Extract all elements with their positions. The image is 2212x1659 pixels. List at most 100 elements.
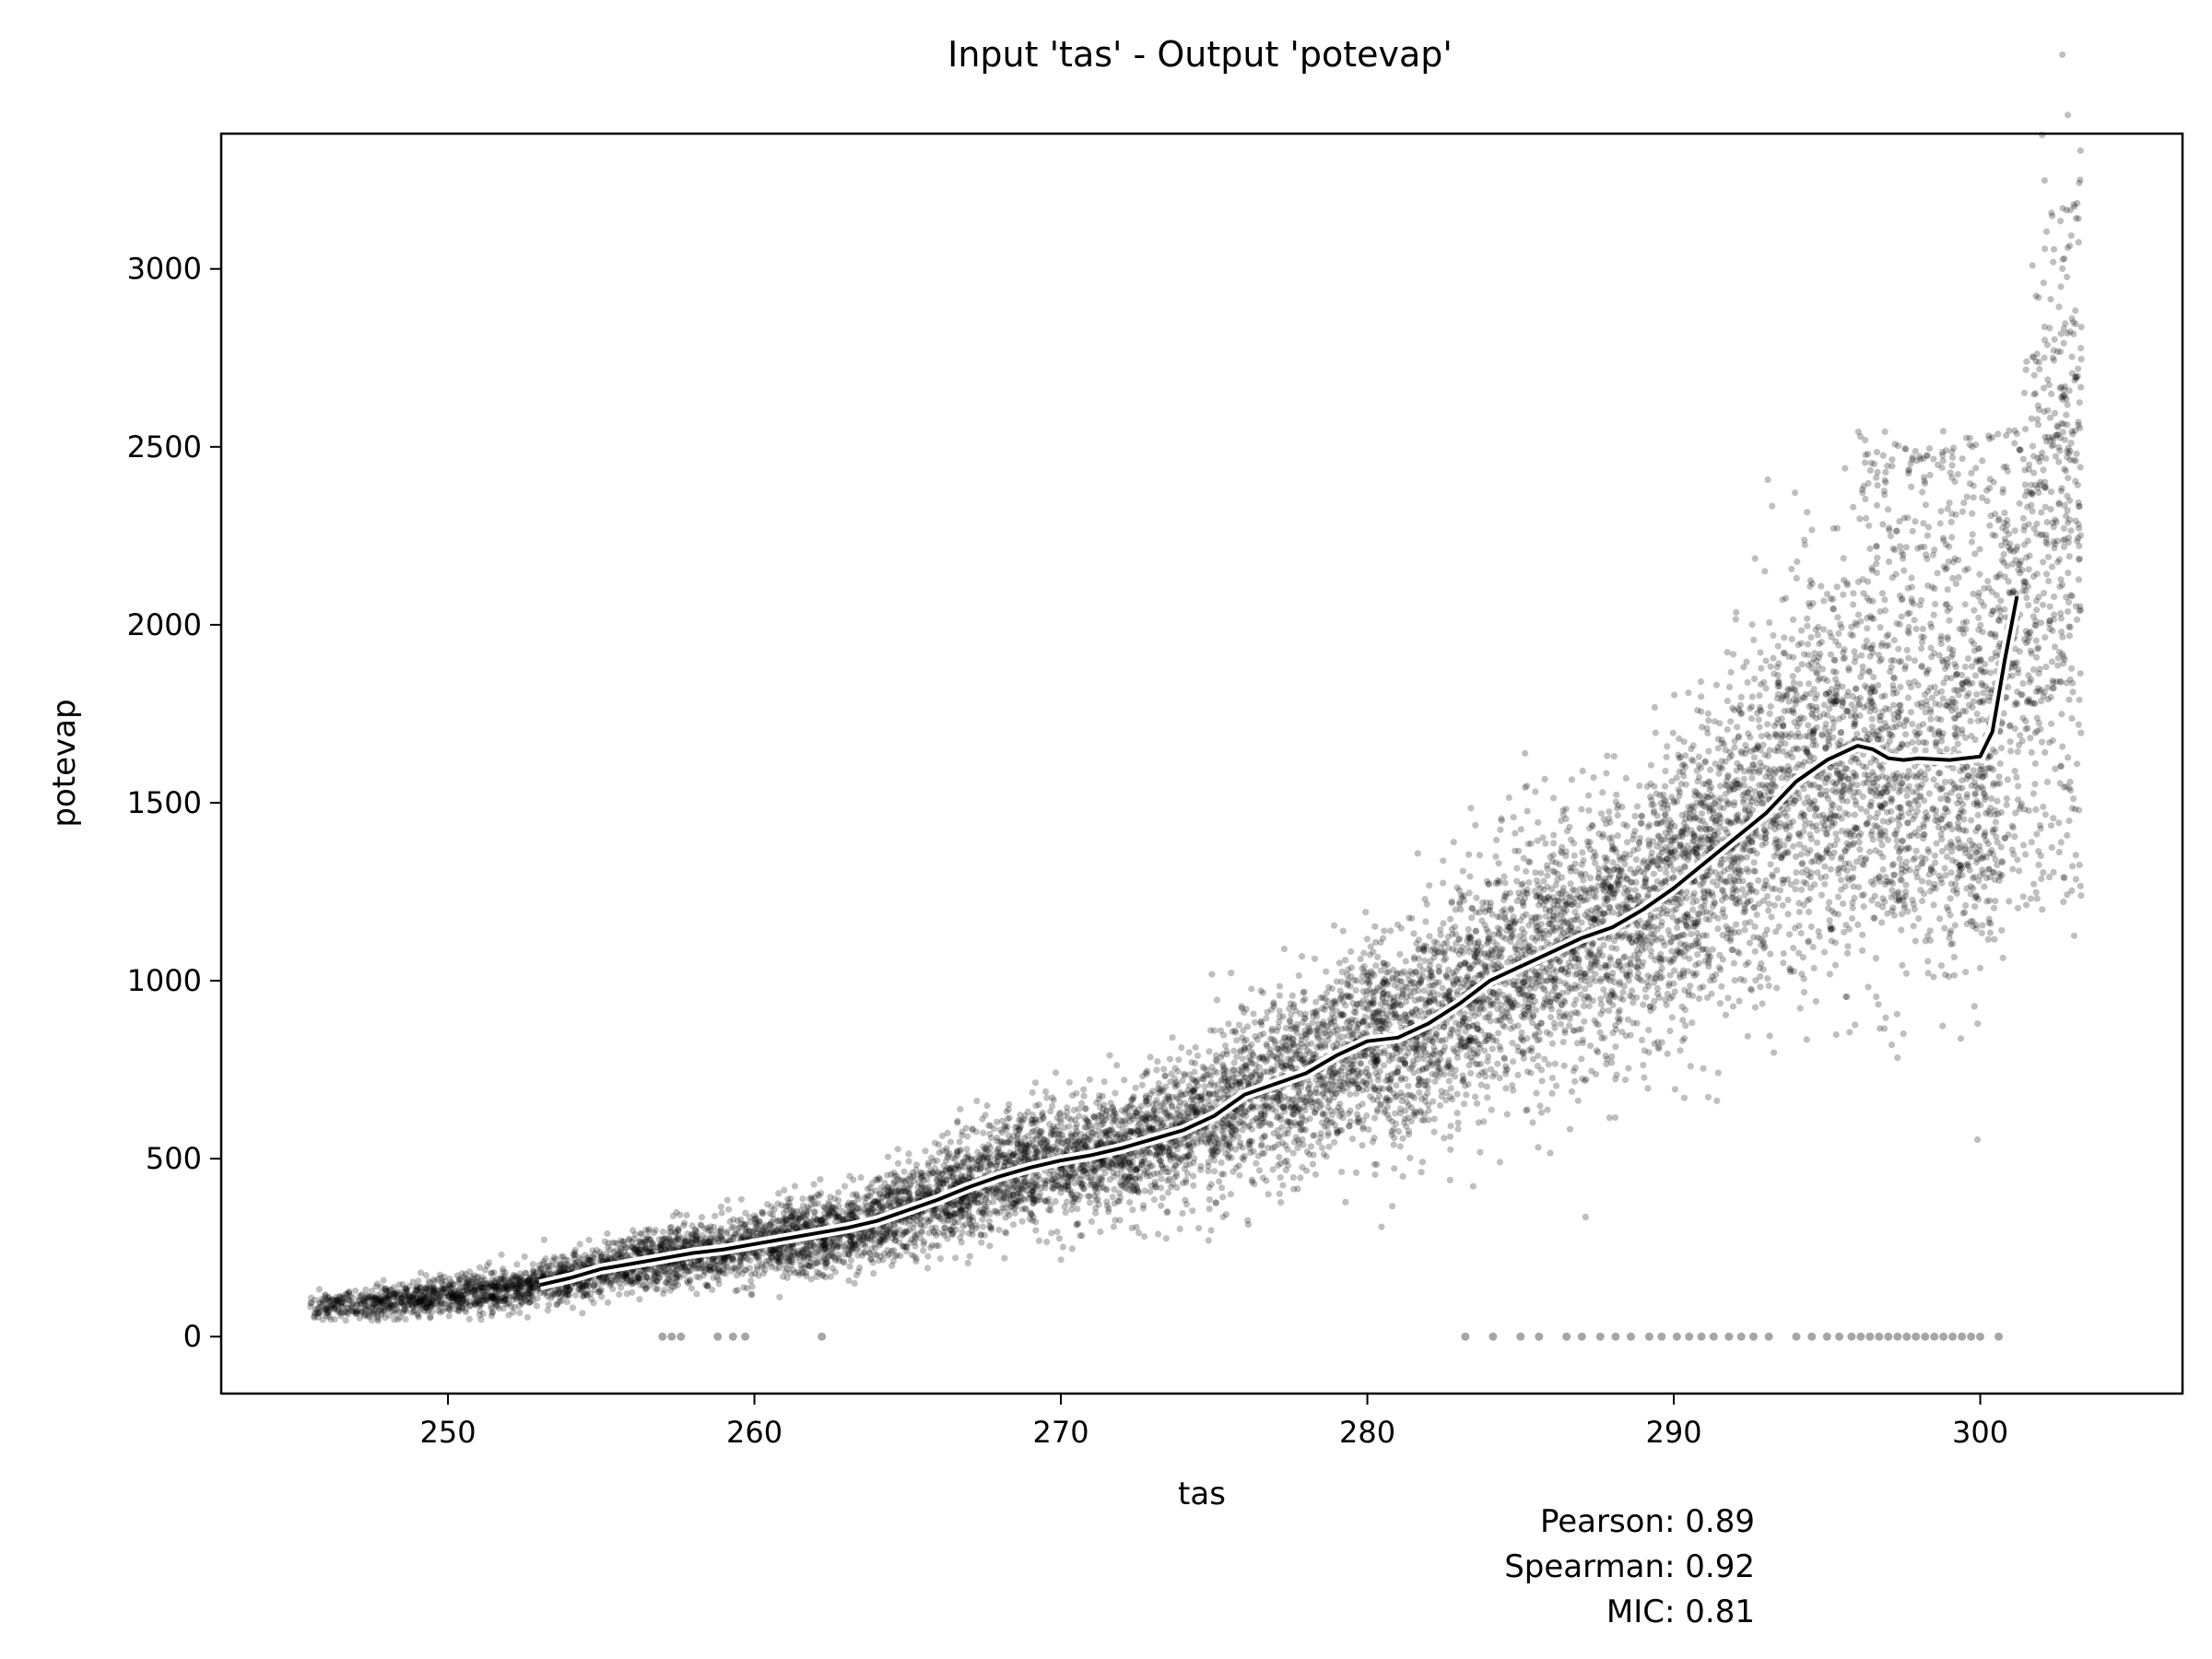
scatter-point (1321, 1006, 1328, 1013)
scatter-point (924, 1253, 932, 1260)
scatter-point (1620, 932, 1628, 940)
scatter-point (1851, 831, 1858, 840)
scatter-point (1029, 1135, 1037, 1143)
scatter-point (1182, 1161, 1190, 1169)
scatter-point (1110, 1223, 1117, 1230)
scatter-point (1250, 1052, 1257, 1060)
scatter-point (1943, 674, 1950, 682)
scatter-point (427, 1303, 434, 1311)
scatter-point (417, 1298, 425, 1305)
scatter-point (1080, 1092, 1088, 1100)
scatter-point (1974, 1020, 1982, 1028)
scatter-point (1726, 785, 1734, 793)
scatter-point (1359, 978, 1366, 985)
scatter-point (1851, 720, 1858, 727)
scatter-point (1444, 933, 1452, 941)
scatter-point (1853, 685, 1860, 692)
scatter-point (576, 1241, 583, 1248)
scatter-point (1606, 808, 1613, 816)
scatter-point (1842, 922, 1850, 929)
scatter-point (1957, 768, 1964, 775)
scatter-point (1764, 892, 1771, 900)
scatter-point (1406, 1154, 1414, 1161)
scatter-point (1778, 715, 1785, 723)
scatter-point (1492, 853, 1500, 860)
scatter-point (888, 1247, 896, 1254)
scatter-point (1831, 698, 1839, 706)
scatter-point (1216, 1095, 1223, 1102)
scatter-point (1674, 924, 1681, 932)
scatter-point (1761, 943, 1769, 950)
scatter-point (492, 1283, 500, 1290)
scatter-point (1465, 1023, 1473, 1031)
scatter-point (1889, 879, 1897, 888)
scatter-point (1765, 900, 1772, 908)
scatter-point (1693, 929, 1700, 937)
scatter-point (1697, 678, 1705, 686)
scatter-point (1399, 1135, 1406, 1142)
scatter-point (1873, 569, 1880, 577)
scatter-point (1357, 1060, 1364, 1067)
scatter-point (1904, 514, 1912, 522)
scatter-point (2065, 623, 2073, 630)
scatter-point (661, 1239, 668, 1246)
scatter-point (1453, 968, 1460, 975)
scatter-point (469, 1278, 477, 1286)
scatter-point (1896, 897, 1903, 904)
scatter-point (1968, 637, 1975, 644)
scatter-point (1555, 993, 1562, 1000)
scatter-point (1677, 916, 1684, 924)
scatter-point (1822, 815, 1830, 822)
scatter-point (1943, 746, 1950, 753)
scatter-point (1240, 1077, 1247, 1085)
scatter-point (1279, 1182, 1287, 1189)
scatter-point (919, 1190, 926, 1197)
scatter-point (1844, 943, 1852, 950)
scatter-point (1036, 1189, 1043, 1197)
scatter-point (2007, 747, 2015, 755)
scatter-point (2056, 677, 2064, 686)
scatter-point (1498, 1006, 1505, 1014)
scatter-point (1606, 904, 1613, 912)
scatter-point (1543, 1029, 1550, 1036)
scatter-point (1939, 1022, 1947, 1030)
scatter-point (2065, 475, 2072, 482)
scatter-point (1996, 780, 2004, 787)
scatter-point (1571, 852, 1578, 859)
scatter-point (1135, 1189, 1143, 1196)
scatter-point (352, 1287, 359, 1295)
scatter-point (1912, 854, 1919, 862)
scatter-point (1913, 457, 1921, 465)
scatter-point (1976, 571, 1983, 578)
scatter-point (1130, 1153, 1137, 1160)
scatter-point (1795, 841, 1803, 848)
scatter-point (2063, 594, 2070, 601)
scatter-point (2074, 616, 2081, 623)
scatter-point (1521, 929, 1528, 936)
scatter-point (1255, 1077, 1263, 1084)
scatter-point (1195, 1106, 1203, 1113)
scatter-point (648, 1241, 656, 1249)
scatter-point (835, 1196, 842, 1204)
scatter-point (516, 1309, 524, 1316)
scatter-point (529, 1261, 536, 1268)
scatter-point (1600, 816, 1607, 823)
scatter-point (1002, 1122, 1009, 1129)
scatter-point (1396, 1143, 1404, 1150)
scatter-point (1909, 788, 1916, 795)
scatter-point (2070, 932, 2078, 939)
scatter-point (1158, 1158, 1165, 1165)
scatter-point (1105, 1208, 1112, 1216)
scatter-point (2022, 725, 2030, 733)
scatter-point (982, 1211, 989, 1218)
scatter-point (1564, 988, 1571, 995)
scatter-point (528, 1274, 535, 1281)
scatter-point (1418, 1095, 1425, 1102)
scatter-point (1001, 1204, 1008, 1211)
scatter-point (2006, 898, 2013, 905)
scatter-point (375, 1306, 382, 1313)
scatter-point (1180, 1153, 1187, 1160)
scatter-point (1345, 966, 1352, 973)
scatter-point (1905, 465, 1912, 474)
scatter-point (1904, 584, 1912, 592)
